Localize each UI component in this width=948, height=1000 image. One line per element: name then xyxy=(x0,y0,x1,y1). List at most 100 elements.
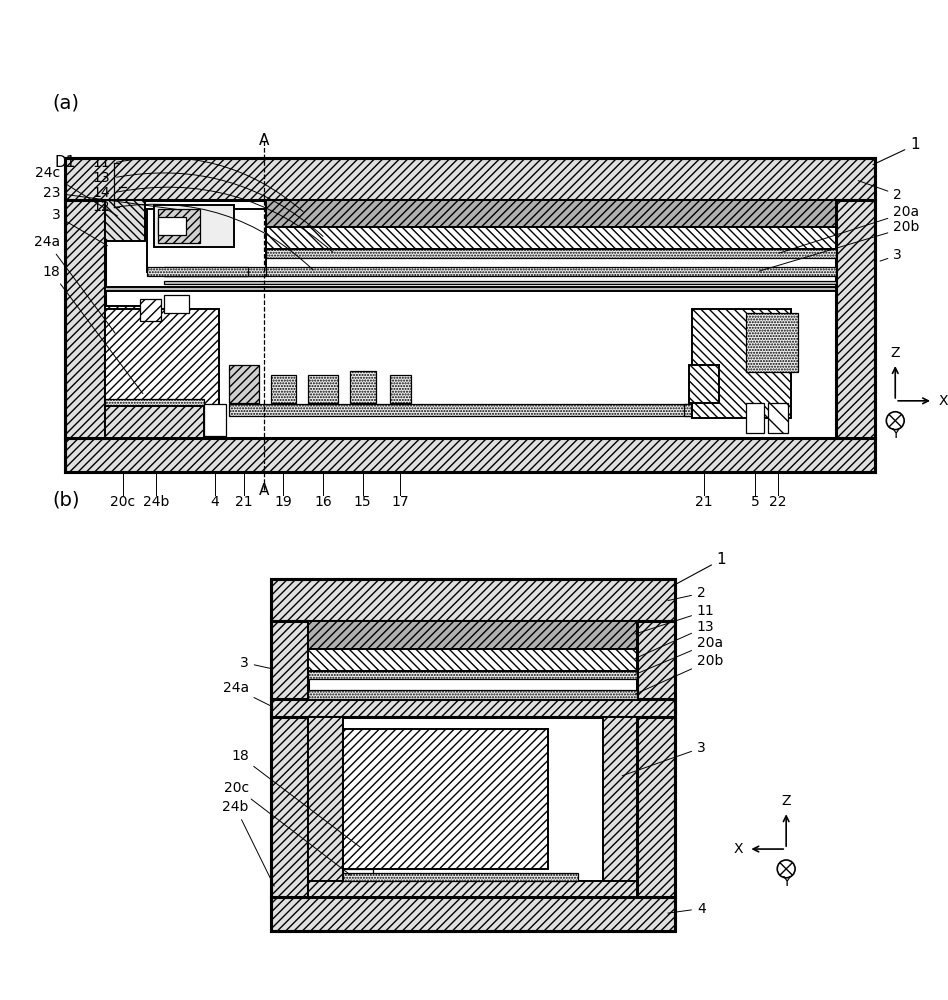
Text: 20c: 20c xyxy=(110,495,136,509)
Text: 21: 21 xyxy=(695,495,713,509)
Bar xyxy=(270,579,675,931)
Bar xyxy=(228,365,259,403)
Bar xyxy=(768,403,788,433)
Text: 20a: 20a xyxy=(635,636,723,674)
Text: 20c: 20c xyxy=(224,781,351,875)
Bar xyxy=(308,375,337,403)
Bar xyxy=(308,717,343,897)
Text: D1: D1 xyxy=(54,155,76,170)
Bar xyxy=(270,621,308,897)
Bar xyxy=(147,267,247,276)
Bar xyxy=(265,249,836,258)
Bar xyxy=(158,217,186,235)
Bar xyxy=(164,295,190,313)
Text: Y: Y xyxy=(782,875,791,889)
Text: 16: 16 xyxy=(314,495,332,509)
Text: 4: 4 xyxy=(668,902,705,916)
Bar xyxy=(270,375,297,403)
Text: 3: 3 xyxy=(880,248,902,262)
Bar xyxy=(139,299,161,321)
Text: 17: 17 xyxy=(392,495,410,509)
Bar xyxy=(270,897,675,931)
Text: 24b: 24b xyxy=(143,495,170,509)
Bar xyxy=(105,287,836,291)
Bar xyxy=(350,371,375,403)
Text: X: X xyxy=(939,394,948,408)
Bar xyxy=(308,671,637,679)
Text: A: A xyxy=(259,133,269,148)
Bar xyxy=(105,406,204,438)
Text: 11: 11 xyxy=(92,156,110,170)
Text: 24a: 24a xyxy=(223,681,273,707)
Bar xyxy=(164,267,836,276)
Text: 24b: 24b xyxy=(223,800,274,886)
Text: 19: 19 xyxy=(275,495,292,509)
Text: 3: 3 xyxy=(240,656,273,670)
Bar xyxy=(390,375,411,403)
Text: 20a: 20a xyxy=(779,205,920,253)
Bar xyxy=(65,200,105,438)
Bar xyxy=(343,873,578,881)
Bar xyxy=(105,309,219,416)
Bar xyxy=(228,404,732,416)
Bar xyxy=(746,313,798,372)
Text: 18: 18 xyxy=(43,265,143,394)
Text: 20b: 20b xyxy=(635,654,723,694)
Bar xyxy=(65,158,875,472)
Bar xyxy=(684,404,721,416)
Bar xyxy=(65,438,875,472)
Bar xyxy=(746,403,764,433)
Bar xyxy=(105,200,145,241)
Text: 22: 22 xyxy=(770,495,787,509)
Bar xyxy=(164,281,836,284)
Text: 24c: 24c xyxy=(35,166,118,216)
Bar xyxy=(343,729,548,869)
Bar xyxy=(308,621,637,649)
Bar xyxy=(265,227,836,249)
Text: 21: 21 xyxy=(235,495,252,509)
Text: (a): (a) xyxy=(52,94,80,113)
Bar xyxy=(265,200,836,227)
Text: 2: 2 xyxy=(858,181,902,202)
Text: (b): (b) xyxy=(52,490,80,509)
Bar xyxy=(308,690,637,699)
Bar xyxy=(308,881,637,897)
Text: 15: 15 xyxy=(354,495,372,509)
Text: A: A xyxy=(259,483,269,498)
Text: Z: Z xyxy=(781,794,791,808)
Text: X: X xyxy=(734,842,743,856)
Text: 2: 2 xyxy=(668,586,705,601)
Text: Z: Z xyxy=(890,346,900,360)
Text: 20b: 20b xyxy=(759,220,920,271)
Text: 3: 3 xyxy=(51,208,107,246)
Text: 11: 11 xyxy=(635,604,715,634)
Bar xyxy=(105,306,142,365)
Bar xyxy=(689,365,719,403)
Text: 4: 4 xyxy=(210,495,219,509)
Text: 14: 14 xyxy=(92,186,110,200)
Text: Y: Y xyxy=(891,427,900,441)
Bar xyxy=(637,621,675,897)
Text: 23: 23 xyxy=(43,186,181,210)
Text: 13: 13 xyxy=(635,620,715,659)
Bar xyxy=(155,205,234,247)
Bar xyxy=(270,699,675,717)
Bar xyxy=(147,209,265,272)
Bar xyxy=(65,158,875,200)
Text: 1: 1 xyxy=(672,552,726,586)
Bar xyxy=(204,404,226,436)
Text: 1: 1 xyxy=(873,137,920,165)
Bar xyxy=(836,200,875,438)
Text: 5: 5 xyxy=(751,495,759,509)
Text: 12: 12 xyxy=(92,200,110,214)
Bar xyxy=(343,869,373,879)
Bar xyxy=(308,649,637,671)
Bar xyxy=(164,267,265,276)
Text: 18: 18 xyxy=(231,749,360,847)
Bar xyxy=(158,209,200,243)
Text: 13: 13 xyxy=(92,171,110,185)
Text: 3: 3 xyxy=(622,741,705,776)
Text: 24a: 24a xyxy=(34,235,115,333)
Bar xyxy=(603,717,637,897)
Bar xyxy=(105,399,204,406)
